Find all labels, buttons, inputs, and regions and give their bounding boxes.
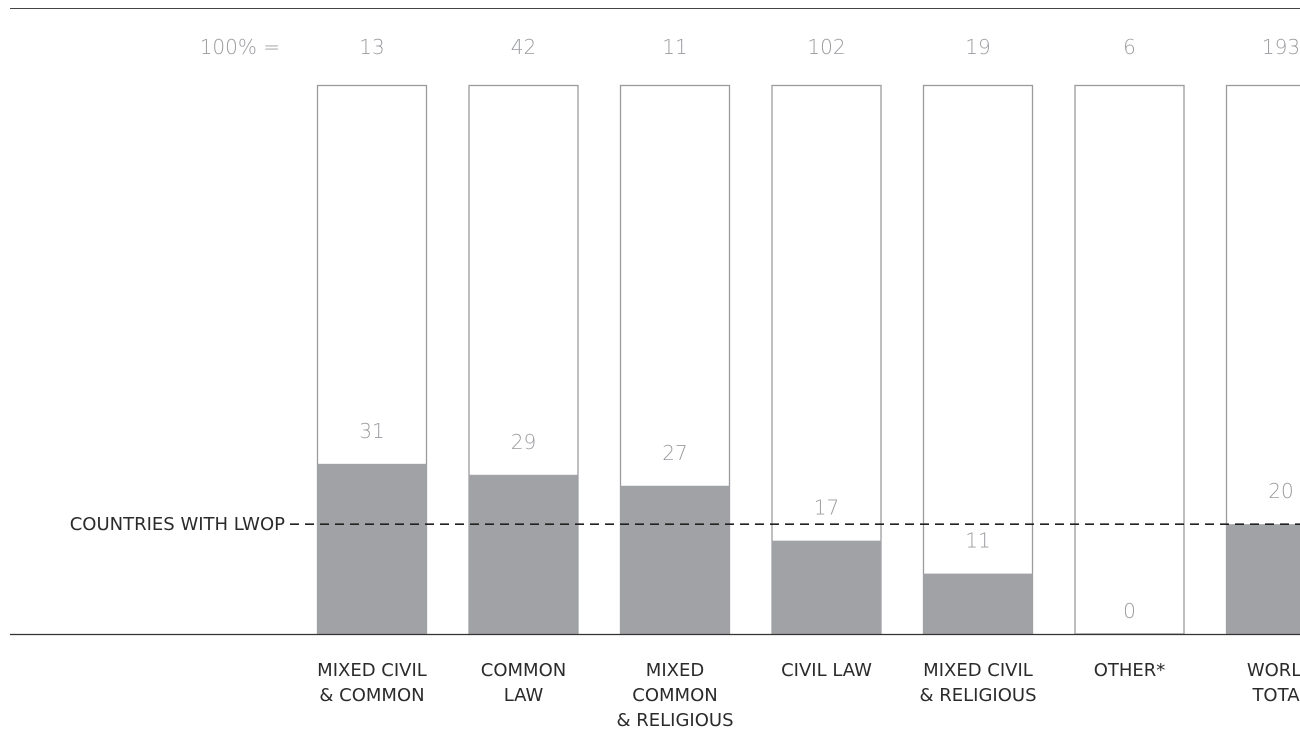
value-label: 20 <box>1268 479 1293 503</box>
total-label: 193 <box>1262 35 1300 59</box>
bar <box>620 485 730 634</box>
category-label: MIXED CIVIL <box>923 660 1033 681</box>
labels: 13 31 MIXED CIVIL & COMMON 42 29 COMMON LAW 11 27… <box>317 35 1300 731</box>
bar-outline <box>922 84 1034 635</box>
bar <box>771 540 882 634</box>
bar-outline <box>1074 84 1185 635</box>
bar <box>317 463 427 634</box>
category-label: MIXED CIVIL <box>317 660 427 681</box>
category-label: & RELIGIOUS <box>617 710 734 731</box>
totals-label: 100% = <box>200 35 280 59</box>
value-label: 11 <box>965 529 990 553</box>
category-label: COMMON <box>481 660 566 681</box>
bar <box>468 474 579 634</box>
category-label: LAW <box>504 685 544 706</box>
value-label: 17 <box>814 496 839 520</box>
total-label: 11 <box>662 35 687 59</box>
value-label: 29 <box>511 430 536 454</box>
category-label: CIVIL LAW <box>781 660 872 681</box>
total-label: 42 <box>511 35 536 59</box>
reference-line-label: COUNTRIES WITH LWOP <box>70 514 285 535</box>
value-label: 31 <box>359 419 384 443</box>
bar <box>923 573 1033 634</box>
category-label: OTHER* <box>1094 660 1166 681</box>
bars <box>316 84 1300 635</box>
category-label: & RELIGIOUS <box>920 685 1037 706</box>
total-label: 102 <box>807 35 845 59</box>
total-label: 6 <box>1123 35 1136 59</box>
value-label: 0 <box>1123 599 1136 623</box>
category-label: COMMON <box>632 685 717 706</box>
category-label: TOTAL <box>1251 685 1300 706</box>
total-label: 13 <box>359 35 384 59</box>
total-label: 19 <box>965 35 990 59</box>
category-label: WORLD <box>1247 660 1300 681</box>
value-label: 27 <box>662 441 687 465</box>
category-label: & COMMON <box>319 685 424 706</box>
category-label: MIXED <box>646 660 704 681</box>
bar <box>1226 524 1300 634</box>
